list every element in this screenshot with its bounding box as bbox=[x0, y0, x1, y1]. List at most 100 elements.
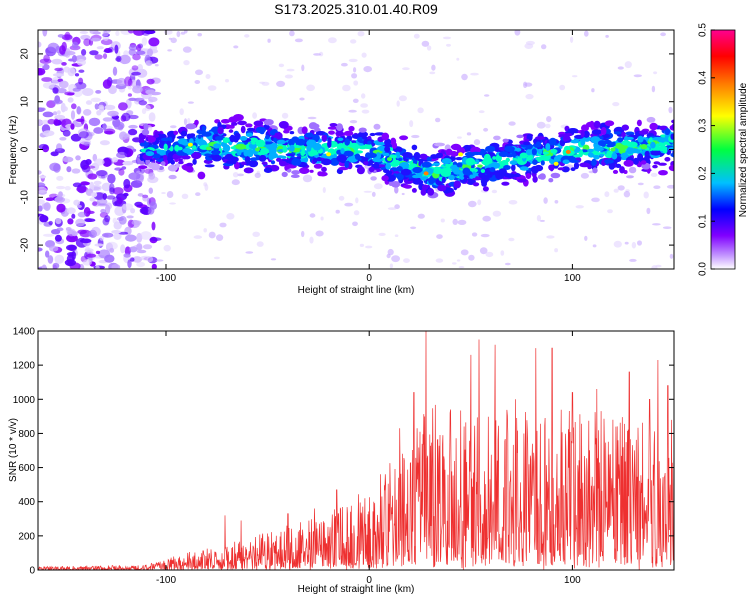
spectrogram-hotspot bbox=[387, 157, 392, 162]
spectrogram-hotspot bbox=[326, 152, 332, 157]
spectrogram-noise-cell bbox=[102, 123, 107, 131]
spectrogram-noise-cell bbox=[361, 109, 370, 114]
spectrogram-noise-cell bbox=[328, 37, 337, 44]
spectrogram-band-cell bbox=[569, 159, 580, 163]
spectrogram-band-cell bbox=[638, 130, 649, 135]
spectrogram-noise-cell bbox=[187, 117, 191, 125]
spectrogram-noise-cell bbox=[457, 219, 467, 225]
spectrogram-noise-cell bbox=[80, 181, 89, 186]
spectrogram-band-cell bbox=[316, 157, 322, 162]
spectrogram-noise-cell bbox=[108, 85, 117, 95]
spectrogram-band-cell bbox=[291, 158, 302, 166]
spectrogram-noise-cell bbox=[401, 192, 405, 196]
spectrogram-band-cell bbox=[268, 152, 275, 161]
spectrogram-noise-cell bbox=[54, 196, 65, 203]
spectrogram-band-cell bbox=[626, 146, 634, 155]
spectrogram-band-cell bbox=[539, 173, 546, 180]
spectrogram-band-cell bbox=[563, 136, 568, 142]
spectrogram-band-cell bbox=[217, 126, 224, 135]
spectrogram-noise-cell bbox=[47, 118, 56, 125]
spectrogram-noise-cell bbox=[203, 228, 207, 233]
spectrogram-noise-cell bbox=[93, 180, 102, 185]
spectrogram-noise-cell bbox=[539, 219, 545, 222]
spectrogram-noise-cell bbox=[105, 204, 111, 215]
spectrogram-noise-cell bbox=[108, 46, 114, 53]
spectrogram-noise-cell bbox=[99, 235, 105, 241]
spectrogram-noise-cell bbox=[536, 215, 542, 222]
spectrogram-noise-cell bbox=[338, 195, 345, 201]
spectrogram-band-cell bbox=[671, 119, 674, 124]
spectrogram-noise-cell bbox=[348, 109, 357, 113]
spectrogram-band-cell bbox=[248, 160, 259, 168]
spectrogram-noise-cell bbox=[39, 215, 49, 223]
spectrogram-noise-cell bbox=[102, 53, 108, 59]
spectrogram-band-cell bbox=[381, 132, 390, 141]
spectrogram-noise-cell bbox=[402, 67, 410, 71]
spectrogram-band-cell bbox=[485, 145, 496, 153]
snr-y-tick-label: 0 bbox=[29, 566, 35, 577]
spectrogram-noise-cell bbox=[62, 129, 71, 137]
spectrogram-band-cell bbox=[562, 159, 570, 165]
spectrogram-noise-cell bbox=[111, 157, 118, 163]
spectrogram-noise-cell bbox=[570, 36, 574, 43]
spectrogram-noise-cell bbox=[306, 84, 315, 92]
spectrogram-noise-cell bbox=[128, 124, 138, 129]
spectrogram-noise-cell bbox=[41, 77, 53, 82]
spectrogram-band-cell bbox=[402, 184, 412, 189]
spectrogram-band-cell bbox=[370, 176, 377, 181]
spectrogram-noise-cell bbox=[84, 218, 96, 222]
spectrogram-noise-cell bbox=[484, 94, 490, 97]
spectrogram-noise-cell bbox=[669, 253, 674, 259]
spectrogram-noise-cell bbox=[470, 72, 479, 76]
spectrogram-band-cell bbox=[658, 170, 668, 176]
spectrogram-noise-cell bbox=[102, 79, 112, 89]
spectrogram-noise-cell bbox=[96, 110, 102, 116]
spectrogram-noise-cell bbox=[47, 42, 60, 53]
spectrogram-band-cell bbox=[230, 146, 237, 150]
spectrogram-noise-cell bbox=[82, 259, 92, 266]
spectrogram-noise-cell bbox=[629, 258, 637, 262]
spectrogram-noise-cell bbox=[446, 43, 451, 47]
spectrogram-band-cell bbox=[191, 152, 202, 160]
spectrogram-band-cell bbox=[637, 153, 644, 162]
spectrogram-band-cell bbox=[498, 151, 509, 158]
spectrogram-noise-cell bbox=[89, 50, 99, 56]
spectrogram-band-cell bbox=[432, 162, 440, 166]
spectrogram-x-tick-label: -100 bbox=[156, 273, 176, 284]
spectrogram-band-cell bbox=[623, 159, 634, 167]
spectrogram-band-cell bbox=[427, 188, 435, 196]
spectrogram-band-cell bbox=[662, 147, 668, 154]
spectrogram-noise-cell bbox=[106, 241, 118, 250]
spectrogram-noise-cell bbox=[56, 175, 64, 181]
spectrogram-band-cell bbox=[658, 162, 667, 166]
spectrogram-band-cell bbox=[247, 150, 254, 158]
spectrogram-band-cell bbox=[561, 166, 570, 173]
spectrogram-noise-cell bbox=[115, 30, 120, 36]
spectrogram-band-cell bbox=[626, 175, 634, 179]
spectrogram-noise-cell bbox=[471, 232, 478, 237]
spectrogram-band-cell bbox=[630, 148, 639, 154]
spectrogram-noise-cell bbox=[148, 172, 156, 180]
spectrogram-band-cell bbox=[621, 131, 626, 138]
spectrogram-band-cell bbox=[168, 174, 177, 180]
spectrogram-noise-cell bbox=[148, 112, 156, 122]
spectrogram-band-cell bbox=[309, 169, 314, 173]
spectrogram-band-cell bbox=[612, 169, 619, 174]
spectrogram-band-cell bbox=[140, 142, 146, 147]
spectrogram-band-cell bbox=[545, 143, 551, 151]
spectrogram-noise-cell bbox=[254, 172, 261, 178]
spectrogram-band-cell bbox=[317, 171, 323, 177]
spectrogram-noise-cell bbox=[56, 203, 66, 213]
spectrogram-noise-cell bbox=[413, 33, 420, 39]
spectrogram-noise-cell bbox=[54, 67, 63, 72]
spectrogram-band-cell bbox=[197, 171, 206, 180]
spectrogram-noise-cell bbox=[216, 234, 224, 242]
spectrogram-noise-cell bbox=[652, 223, 661, 226]
spectrogram-noise-cell bbox=[79, 31, 89, 34]
spectrogram-band-cell bbox=[570, 139, 579, 144]
spectrogram-noise-cell bbox=[64, 31, 71, 40]
spectrogram-band-cell bbox=[243, 167, 254, 174]
colorbar-tick-label: 0.4 bbox=[698, 70, 709, 84]
spectrogram-band-cell bbox=[240, 161, 247, 166]
